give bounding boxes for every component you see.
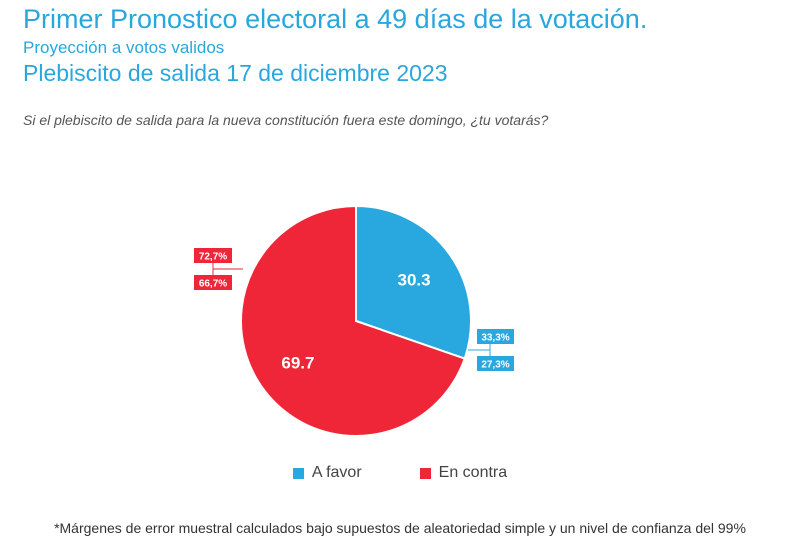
legend-label-a-favor: A favor — [311, 464, 362, 481]
en-contra-margin-annotation: 72,7% 66,7% — [194, 248, 243, 290]
pie-value-label-en-contra: 69.7 — [281, 353, 314, 372]
chart-subtitle-plebiscite: Plebiscito de salida 17 de diciembre 202… — [23, 60, 448, 86]
en-contra-upper-bound-label: 72,7% — [199, 252, 227, 263]
legend-item-a-favor: A favor — [292, 464, 362, 482]
survey-question: Si el plebiscito de salida para la nueva… — [23, 112, 549, 128]
legend-swatch-en-contra — [419, 467, 431, 479]
pie-slice-en-contra — [240, 204, 466, 437]
a-favor-upper-bound-label: 33,3% — [481, 333, 509, 344]
legend-item-en-contra: En contra — [419, 464, 508, 482]
a-favor-lower-bound-label: 27,3% — [481, 360, 509, 371]
legend-label-en-contra: En contra — [438, 464, 508, 481]
chart-title: Primer Pronostico electoral a 49 días de… — [23, 4, 648, 34]
en-contra-lower-bound-label: 66,7% — [199, 279, 227, 290]
pie-value-label-a-favor: 30.3 — [398, 271, 431, 290]
a-favor-margin-annotation: 33,3% 27,3% — [468, 329, 514, 371]
pie-slice-a-favor — [355, 204, 472, 360]
a-favor-lower-bound-box — [477, 356, 514, 371]
en-contra-upper-bound-box — [194, 248, 232, 263]
en-contra-lower-bound-box — [194, 275, 232, 290]
legend-swatch-a-favor — [292, 467, 304, 479]
a-favor-upper-bound-box — [477, 329, 514, 344]
footnote: *Márgenes de error muestral calculados b… — [54, 520, 746, 536]
chart-subtitle-projection: Proyección a votos validos — [23, 38, 225, 57]
chart-legend: A favor En contra — [0, 464, 800, 482]
